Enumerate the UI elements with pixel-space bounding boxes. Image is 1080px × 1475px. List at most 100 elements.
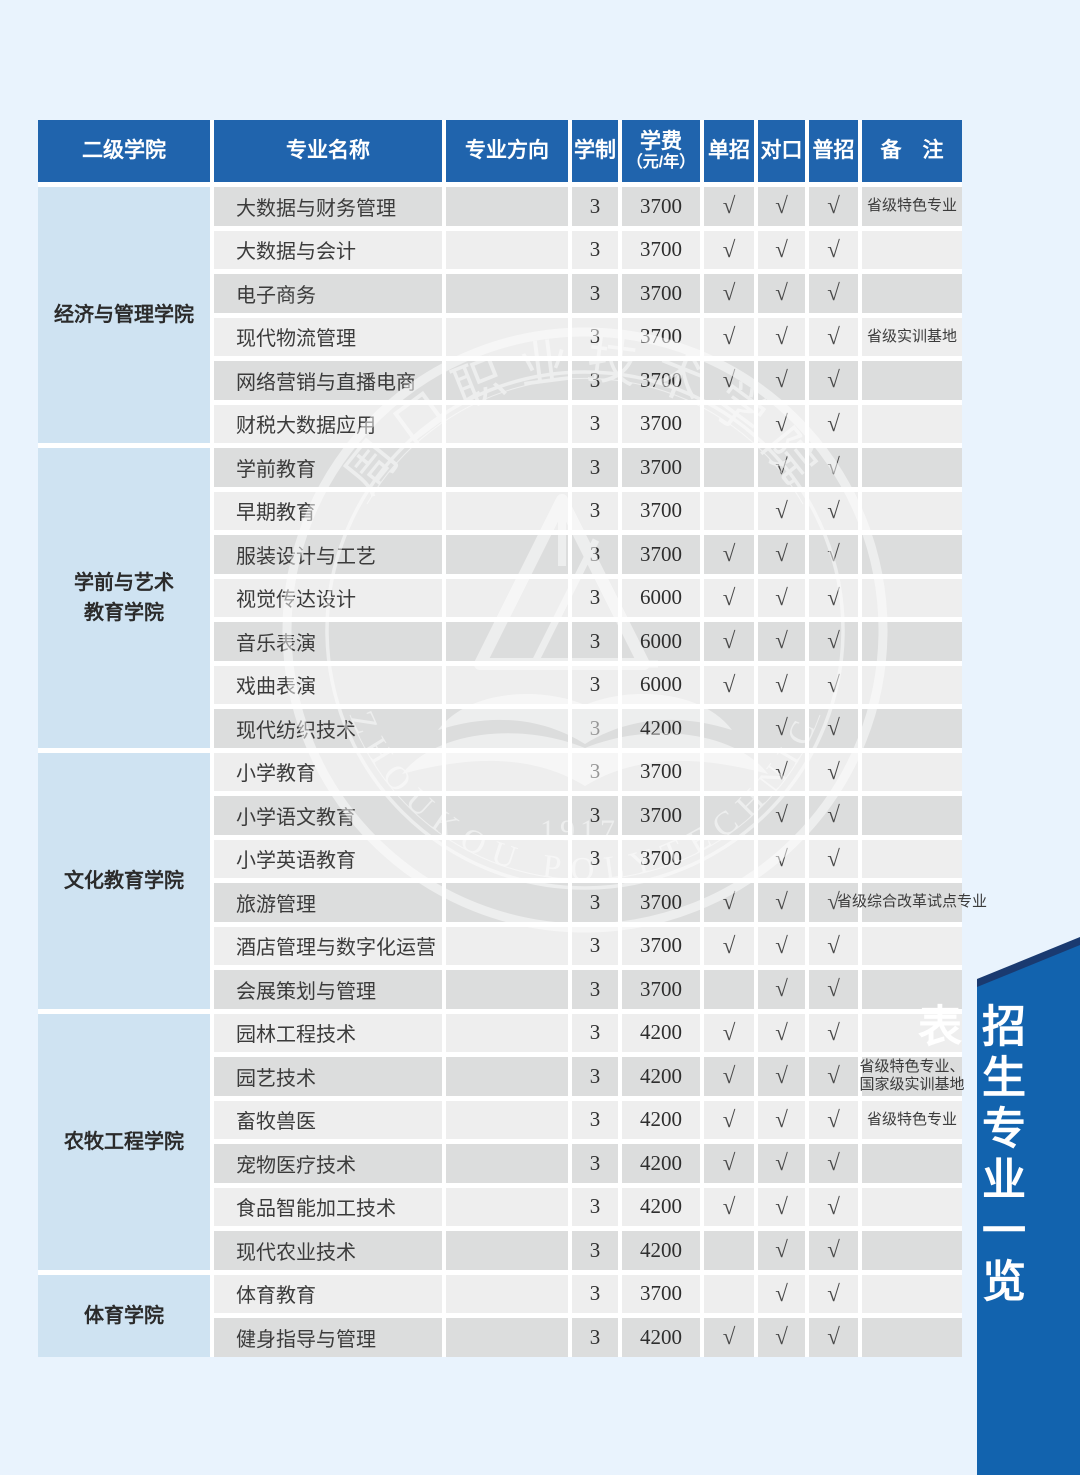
direction-cell bbox=[446, 1100, 568, 1139]
college-name-line: 体育学院 bbox=[84, 1304, 164, 1327]
duration-cell: 3 bbox=[572, 1013, 618, 1052]
remarks-cell: 省级特色专业、 国家级实训基地 bbox=[860, 1057, 965, 1096]
counterpart-recruit-check: √ bbox=[758, 535, 805, 574]
single-recruit-check: √ bbox=[704, 274, 754, 313]
direction-cell bbox=[446, 752, 568, 791]
single-recruit-check: √ bbox=[704, 622, 754, 661]
header-duration: 学制 bbox=[572, 120, 618, 182]
major-name-cell: 服装设计与工艺 bbox=[214, 535, 442, 574]
remarks-cell bbox=[862, 1318, 962, 1357]
counterpart-recruit-check: √ bbox=[758, 1013, 805, 1052]
counterpart-recruit-check: √ bbox=[758, 274, 805, 313]
duration-cell: 3 bbox=[572, 796, 618, 835]
single-recruit-check bbox=[704, 839, 754, 878]
single-recruit-check bbox=[704, 752, 754, 791]
duration-cell: 3 bbox=[572, 187, 618, 226]
counterpart-recruit-check: √ bbox=[758, 709, 805, 748]
single-recruit-check: √ bbox=[704, 578, 754, 617]
counterpart-recruit-check: √ bbox=[758, 1144, 805, 1183]
counterpart-recruit-check: √ bbox=[758, 883, 805, 922]
counterpart-recruit-check: √ bbox=[758, 187, 805, 226]
table-row: 园艺技术 3 4200 √ √ √ 省级特色专业、 国家级实训基地 bbox=[214, 1057, 965, 1096]
single-recruit-check bbox=[704, 1231, 754, 1270]
table-row: 戏曲表演 3 6000 √ √ √ bbox=[214, 665, 962, 704]
duration-cell: 3 bbox=[572, 1318, 618, 1357]
general-recruit-check: √ bbox=[809, 578, 858, 617]
major-name-cell: 园艺技术 bbox=[214, 1057, 442, 1096]
duration-cell: 3 bbox=[572, 709, 618, 748]
table-body: 大数据与财务管理 3 3700 √ √ √ 省级特色专业 大数据与会计 3 3700 √ √ √ 电子商务… bbox=[38, 187, 987, 1357]
college-cell: 学前与艺术 教育学院 bbox=[38, 448, 210, 748]
direction-cell bbox=[446, 1187, 568, 1226]
table-row: 宠物医疗技术 3 4200 √ √ √ bbox=[214, 1144, 962, 1183]
major-name-cell: 体育教育 bbox=[214, 1274, 442, 1313]
remarks-cell bbox=[862, 491, 962, 530]
header-counterpart: 对口 bbox=[758, 120, 805, 182]
major-name-cell: 会展策划与管理 bbox=[214, 970, 442, 1009]
table-row: 园林工程技术 3 4200 √ √ √ bbox=[214, 1013, 962, 1052]
counterpart-recruit-check: √ bbox=[758, 404, 805, 443]
duration-cell: 3 bbox=[572, 883, 618, 922]
direction-cell bbox=[446, 361, 568, 400]
general-recruit-check: √ bbox=[809, 361, 858, 400]
counterpart-recruit-check: √ bbox=[758, 665, 805, 704]
direction-cell bbox=[446, 317, 568, 356]
counterpart-recruit-check: √ bbox=[758, 796, 805, 835]
table-row: 服装设计与工艺 3 3700 √ √ √ bbox=[214, 535, 962, 574]
counterpart-recruit-check: √ bbox=[758, 317, 805, 356]
remarks-cell bbox=[862, 796, 962, 835]
single-recruit-check: √ bbox=[704, 187, 754, 226]
remarks-cell bbox=[862, 1013, 962, 1052]
major-name-cell: 现代物流管理 bbox=[214, 317, 442, 356]
tuition-cell: 6000 bbox=[622, 578, 700, 617]
remarks-line: 省级特色专业 bbox=[866, 197, 957, 215]
remarks-cell bbox=[862, 622, 962, 661]
direction-cell bbox=[446, 709, 568, 748]
remarks-cell bbox=[862, 1187, 962, 1226]
college-cell: 农牧工程学院 bbox=[38, 1013, 210, 1270]
college-cell: 经济与管理学院 bbox=[38, 187, 210, 443]
general-recruit-check: √ bbox=[809, 1231, 858, 1270]
counterpart-recruit-check: √ bbox=[758, 1274, 805, 1313]
direction-cell bbox=[446, 883, 568, 922]
general-recruit-check: √ bbox=[809, 839, 858, 878]
direction-cell bbox=[446, 491, 568, 530]
college-name-line: 农牧工程学院 bbox=[64, 1130, 184, 1153]
table-row: 现代物流管理 3 3700 √ √ √ 省级实训基地 bbox=[214, 317, 962, 356]
direction-cell bbox=[446, 187, 568, 226]
general-recruit-check: √ bbox=[809, 970, 858, 1009]
tuition-cell: 4200 bbox=[622, 1187, 700, 1226]
general-recruit-check: √ bbox=[809, 535, 858, 574]
duration-cell: 3 bbox=[572, 1100, 618, 1139]
college-name-line: 文化教育学院 bbox=[64, 869, 184, 892]
duration-cell: 3 bbox=[572, 578, 618, 617]
header-single: 单招 bbox=[704, 120, 754, 182]
table-row: 畜牧兽医 3 4200 √ √ √ 省级特色专业 bbox=[214, 1100, 962, 1139]
remarks-cell bbox=[862, 448, 962, 487]
single-recruit-check bbox=[704, 970, 754, 1009]
direction-cell bbox=[446, 1144, 568, 1183]
remarks-cell: 省级实训基地 bbox=[862, 317, 962, 356]
duration-cell: 3 bbox=[572, 839, 618, 878]
table-row: 会展策划与管理 3 3700 √ √ bbox=[214, 970, 962, 1009]
duration-cell: 3 bbox=[572, 665, 618, 704]
remarks-cell: 省级特色专业 bbox=[862, 187, 962, 226]
direction-cell bbox=[446, 1231, 568, 1270]
tuition-cell: 3700 bbox=[622, 970, 700, 1009]
tuition-cell: 4200 bbox=[622, 1231, 700, 1270]
direction-cell bbox=[446, 535, 568, 574]
general-recruit-check: √ bbox=[809, 491, 858, 530]
direction-cell bbox=[446, 1013, 568, 1052]
tuition-cell: 3700 bbox=[622, 491, 700, 530]
counterpart-recruit-check: √ bbox=[758, 1057, 805, 1096]
direction-cell bbox=[446, 1057, 568, 1096]
tuition-cell: 3700 bbox=[622, 796, 700, 835]
major-name-cell: 旅游管理 bbox=[214, 883, 442, 922]
single-recruit-check bbox=[704, 404, 754, 443]
tuition-cell: 4200 bbox=[622, 709, 700, 748]
tuition-cell: 3700 bbox=[622, 883, 700, 922]
tuition-cell: 3700 bbox=[622, 926, 700, 965]
table-row: 音乐表演 3 6000 √ √ √ bbox=[214, 622, 962, 661]
remarks-cell bbox=[862, 709, 962, 748]
table-row: 财税大数据应用 3 3700 √ √ bbox=[214, 404, 962, 443]
